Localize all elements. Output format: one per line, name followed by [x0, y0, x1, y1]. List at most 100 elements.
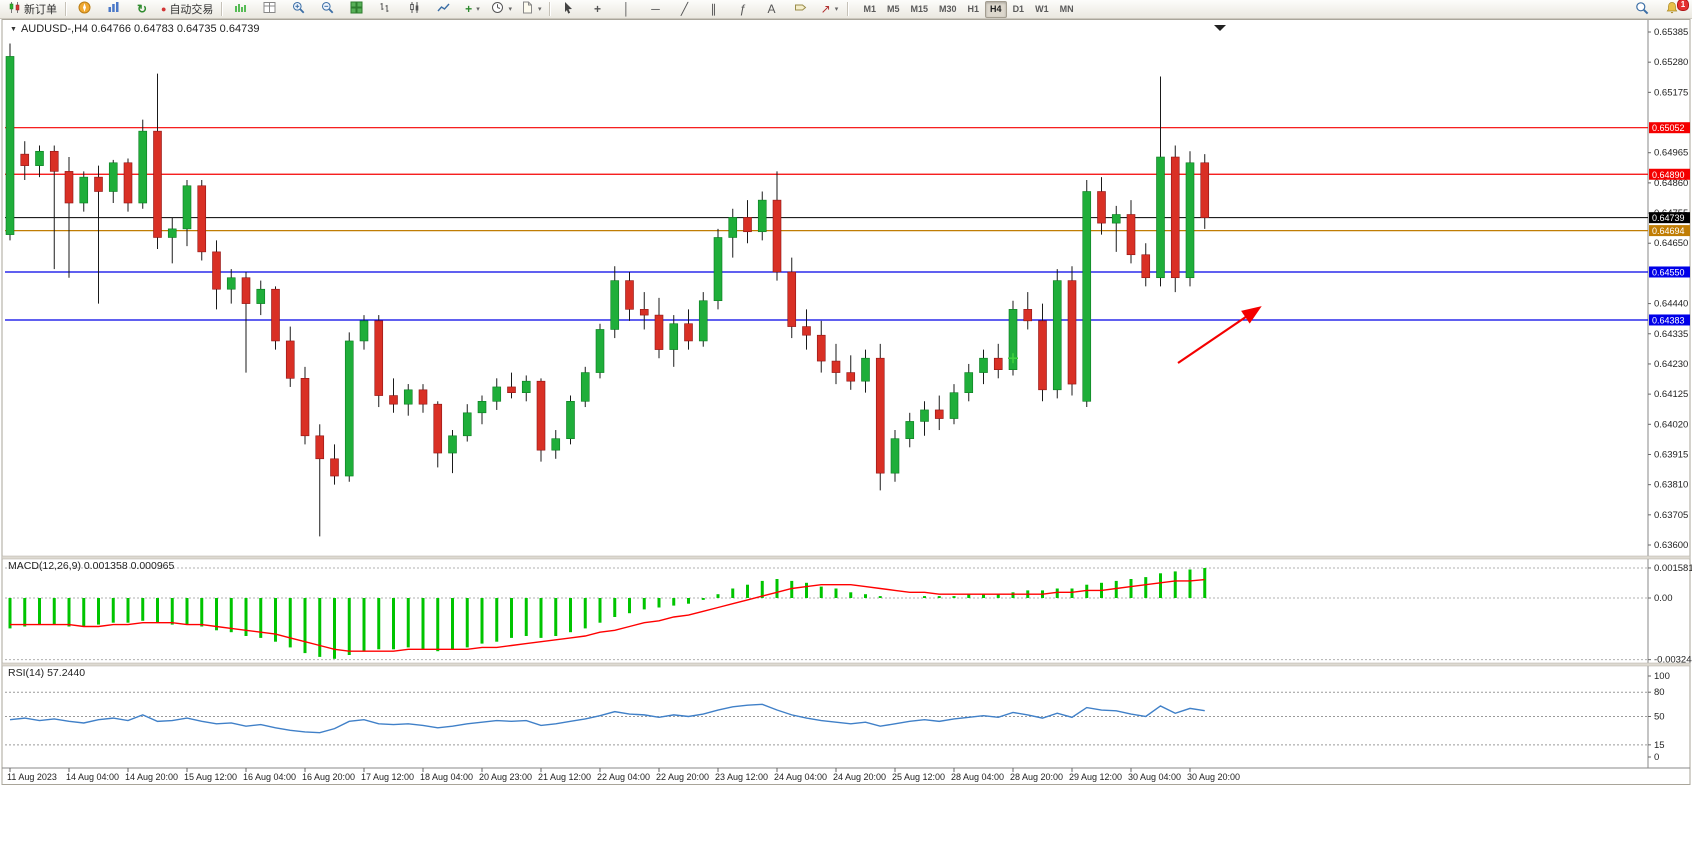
text-label-tool-button[interactable] [786, 0, 814, 19]
periods-button[interactable]: ▾ [487, 0, 516, 19]
bull-candle [1111, 214, 1121, 224]
templates-button[interactable]: ▾ [517, 0, 546, 19]
bar-chart-type-button[interactable] [371, 0, 399, 19]
chart-shift-marker[interactable] [1214, 25, 1226, 31]
price-chart-svg: 0.65385 0.65280 0.65175 0.64965 0.64860 0.647… [1, 19, 1692, 785]
time-tick-label: 16 Aug 20:00 [302, 772, 355, 782]
zoom-out-button[interactable] [313, 0, 341, 19]
channel-tool-button[interactable]: ∥ [699, 0, 727, 19]
bull-candle [5, 56, 15, 235]
time-tick-label: 14 Aug 20:00 [125, 772, 178, 782]
refresh-icon: ↻ [136, 2, 148, 16]
arrows-tool-button[interactable]: ↗ ▾ [815, 0, 843, 19]
new-order-button[interactable]: 新订单 [4, 0, 61, 19]
macd-signal-line [10, 578, 1205, 652]
indicator-histogram-icon [234, 1, 247, 17]
time-tick-label: 18 Aug 04:00 [420, 772, 473, 782]
timeframe-m1-button[interactable]: M1 [863, 4, 876, 14]
resistance-line-lower-badge-label: 0.64890 [1652, 170, 1685, 180]
bear-candle [418, 389, 428, 405]
mql5-community-button[interactable] [70, 0, 98, 19]
timeframe-mn-button[interactable]: MN [1059, 4, 1074, 14]
rsi-axis-label: 50 [1654, 712, 1665, 723]
vertical-line-tool-button[interactable]: │ [612, 0, 640, 19]
new-chart-button[interactable]: + ▾ [458, 0, 486, 19]
bull-candle [890, 438, 900, 474]
chevron-down-icon: ▾ [508, 6, 512, 13]
price-tick-label: 0.63705 [1654, 510, 1688, 521]
bear-candle [625, 280, 634, 310]
bear-candle [300, 378, 310, 437]
bear-candle [1200, 162, 1210, 218]
macd-panel-splitter[interactable] [1, 555, 1691, 560]
bull-candle [964, 372, 974, 393]
trendline-icon: ╱ [680, 2, 689, 16]
chevron-down-icon: ▾ [834, 6, 839, 13]
bear-candle [993, 357, 1003, 370]
fibonacci-tool-button[interactable]: ƒ [728, 0, 756, 19]
rsi-axis-label: 0 [1654, 752, 1659, 763]
notifications-button[interactable]: 1 [1658, 0, 1689, 19]
collapse-triangle-icon[interactable]: ▼ [10, 25, 17, 33]
bear-candle [271, 288, 280, 342]
rsi-axis-label: 100 [1654, 671, 1670, 682]
current-price-line-badge-label: 0.64739 [1652, 213, 1685, 223]
crosshair-tool-button[interactable]: + [583, 0, 611, 19]
bull-candle [35, 150, 44, 166]
timeframe-h4-button[interactable]: H4 [985, 0, 1007, 18]
rsi-line [9, 703, 1205, 734]
price-tick-label: 0.64860 [1654, 178, 1688, 189]
bull-candle [713, 237, 723, 302]
timeframe-m30-button[interactable]: M30 [939, 4, 957, 14]
support-line-upper-badge-label: 0.64550 [1652, 267, 1685, 277]
bear-candle [1067, 280, 1077, 385]
bear-candle [123, 162, 133, 204]
new-order-label: 新订单 [24, 4, 57, 16]
time-tick-label: 30 Aug 04:00 [1128, 772, 1181, 782]
resistance-line-upper-badge [1649, 122, 1690, 134]
cursor-tool-button[interactable] [554, 0, 582, 19]
time-tick-label: 17 Aug 12:00 [361, 772, 414, 782]
rsi-panel-splitter[interactable] [1, 662, 1691, 667]
time-tick-label: 22 Aug 04:00 [597, 772, 650, 782]
timeframe-m15-button[interactable]: M15 [910, 4, 929, 14]
indicators-button[interactable] [226, 0, 254, 19]
bar-chart-icon [379, 1, 392, 17]
auto-trading-label: 自动交易 [169, 4, 214, 16]
text-tool-button[interactable]: A [757, 0, 785, 19]
tile-windows-button[interactable] [342, 0, 370, 19]
time-tick-label: 11 Aug 2023 [7, 772, 57, 782]
timeframe-w1-button[interactable]: W1 [1035, 4, 1049, 14]
bull-candle [949, 392, 959, 419]
search-icon [1635, 1, 1649, 18]
search-button[interactable] [1628, 0, 1656, 19]
price-tick-label: 0.65175 [1654, 87, 1688, 98]
bull-candle [728, 217, 738, 238]
timeframe-h1-button[interactable]: H1 [967, 4, 980, 14]
line-chart-type-button[interactable] [429, 0, 457, 19]
bear-candle [433, 403, 443, 454]
zoom-in-button[interactable] [284, 0, 312, 19]
price-tick-label: 0.65280 [1654, 57, 1688, 68]
bear-candle [1170, 156, 1180, 279]
trendline-tool-button[interactable]: ╱ [670, 0, 698, 19]
market-depth-button[interactable] [99, 0, 127, 19]
timeframe-m5-button[interactable]: M5 [886, 4, 900, 14]
support-line-lower-badge-label: 0.64383 [1652, 315, 1685, 325]
bear-candle [654, 314, 664, 350]
bull-candle [167, 228, 177, 238]
fibonacci-icon: ƒ [739, 2, 746, 16]
rsi-axis-label: 80 [1654, 687, 1665, 698]
candlestick-type-button[interactable] [400, 0, 428, 19]
trend-arrow-annotation[interactable] [1177, 306, 1262, 364]
macd-axis-label: -0.003244 [1654, 655, 1692, 666]
bear-candle [153, 130, 162, 238]
refresh-button[interactable]: ↻ [128, 0, 156, 19]
bid-level-line-badge-label: 0.64694 [1652, 226, 1685, 236]
data-window-button[interactable] [255, 0, 283, 19]
time-tick-label: 25 Aug 12:00 [892, 772, 945, 782]
auto-trading-button[interactable]: ● 自动交易 [157, 0, 217, 19]
timeframe-d1-button[interactable]: D1 [1012, 4, 1025, 14]
horizontal-line-tool-button[interactable]: ─ [641, 0, 669, 19]
bull-candle [1052, 280, 1062, 391]
